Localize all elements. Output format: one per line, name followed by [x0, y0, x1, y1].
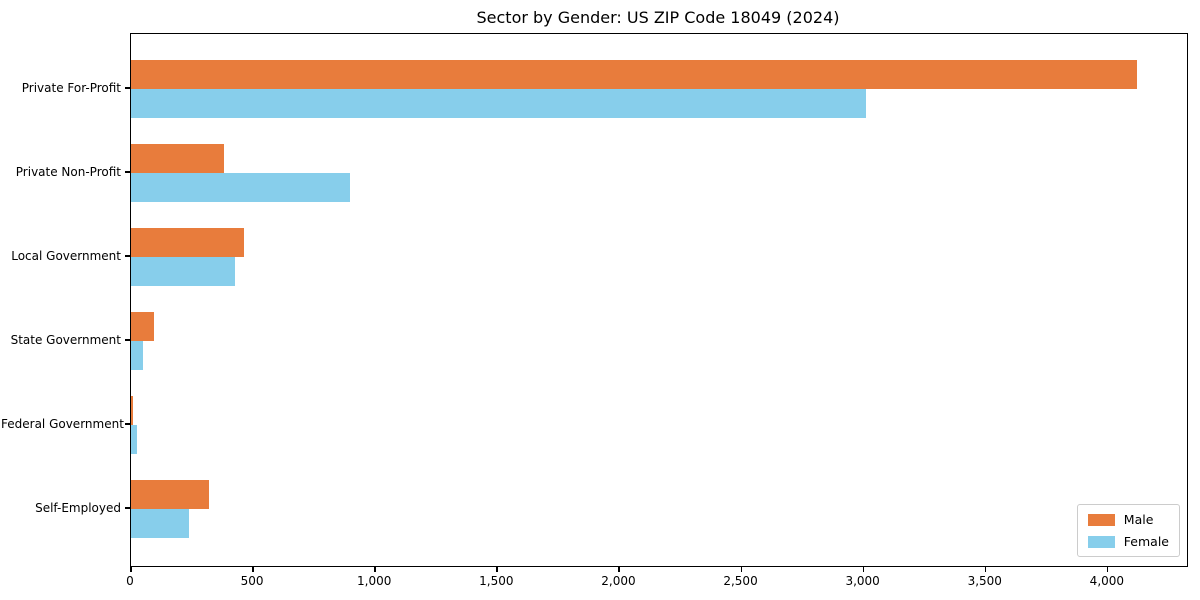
- x-tick-label-1-500: 1,500: [479, 574, 514, 588]
- x-tick-label-500: 500: [240, 574, 264, 588]
- x-tick-mark: [1106, 566, 1109, 572]
- x-tick-label-0: 0: [126, 574, 134, 588]
- bar-female-private-for-profit: [131, 89, 866, 118]
- y-tick-label-local-government: Local Government: [11, 249, 121, 263]
- y-tick-label-private-non-profit: Private Non-Profit: [15, 165, 121, 179]
- legend-row-female: Female: [1087, 534, 1169, 549]
- x-tick-label-2-000: 2,000: [601, 574, 636, 588]
- x-tick-mark: [740, 566, 743, 572]
- y-tick-mark: [125, 171, 130, 173]
- bar-male-federal-government: [131, 396, 134, 425]
- plot-area: [130, 33, 1188, 567]
- y-tick-mark: [125, 87, 130, 89]
- x-tick-mark: [618, 566, 620, 572]
- y-tick-label-private-for-profit: Private For-Profit: [21, 81, 121, 95]
- chart-title: Sector by Gender: US ZIP Code 18049 (202…: [476, 8, 840, 27]
- x-tick-label-2-500: 2,500: [723, 574, 758, 588]
- bar-female-federal-government: [131, 425, 138, 454]
- bar-male-private-for-profit: [131, 60, 1137, 89]
- y-tick-label-federal-government: Federal Government: [1, 417, 124, 431]
- legend-label-female: Female: [1123, 534, 1169, 549]
- x-tick-mark: [252, 566, 254, 572]
- y-tick-mark: [125, 423, 130, 425]
- bar-male-self-employed: [131, 480, 209, 509]
- bar-female-self-employed: [131, 509, 189, 538]
- y-tick-mark: [125, 507, 130, 509]
- x-tick-label-4-000: 4,000: [1089, 574, 1125, 588]
- y-tick-mark: [125, 339, 130, 341]
- x-tick-label-3-000: 3,000: [845, 574, 880, 588]
- y-tick-mark: [125, 255, 130, 257]
- legend-label-male: Male: [1123, 512, 1154, 527]
- legend: Male Female: [1076, 504, 1180, 557]
- bar-female-local-government: [131, 257, 236, 286]
- x-tick-mark: [374, 566, 376, 572]
- legend-swatch-male: [1087, 513, 1115, 526]
- bar-male-local-government: [131, 228, 245, 257]
- y-tick-label-state-government: State Government: [10, 333, 121, 347]
- x-tick-label-1-000: 1,000: [357, 574, 392, 588]
- x-tick-mark: [496, 566, 498, 572]
- bar-male-private-non-profit: [131, 144, 225, 173]
- x-tick-mark: [862, 566, 865, 572]
- x-tick-label-3-500: 3,500: [967, 574, 1002, 588]
- legend-swatch-female: [1087, 535, 1115, 548]
- legend-row-male: Male: [1087, 512, 1169, 527]
- bar-male-state-government: [131, 312, 154, 341]
- y-tick-label-self-employed: Self-Employed: [35, 501, 121, 515]
- bar-female-state-government: [131, 341, 143, 370]
- x-tick-mark: [130, 566, 132, 572]
- x-tick-mark: [984, 566, 987, 572]
- bar-female-private-non-profit: [131, 173, 351, 202]
